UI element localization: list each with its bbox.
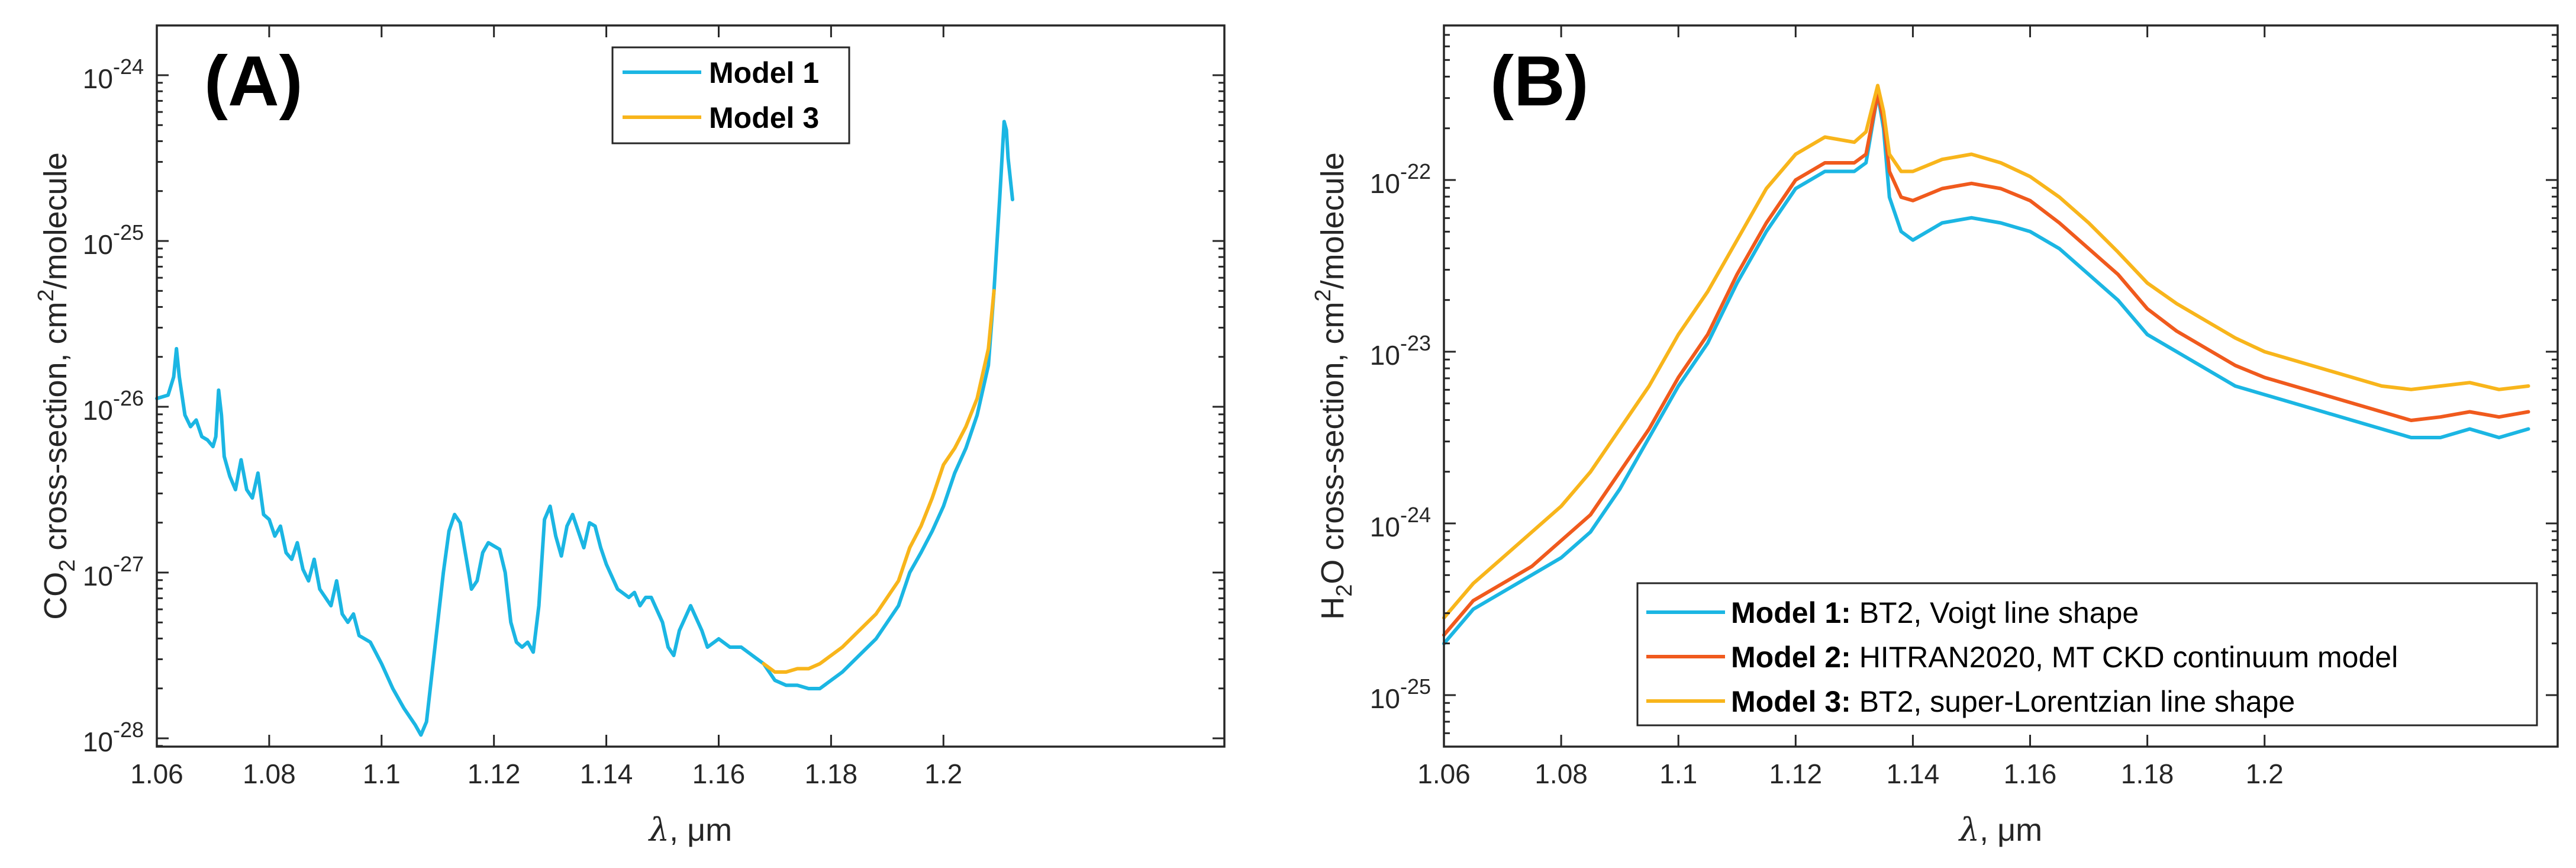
panel-a-y-tick-label: 10-28 — [83, 718, 144, 757]
panel-b-x-tick-label: 1.14 — [1887, 758, 1940, 789]
panel-a-x-axis-label: λ, μm — [648, 811, 732, 848]
panel-a-x-tick-label: 1.12 — [468, 758, 521, 789]
panel-b-series-model-2 — [1442, 92, 2530, 637]
panel-a-x-axis: 1.06 1.08 1.1 1.12 1.14 1.16 1.18 1.2 — [130, 25, 962, 789]
panel-a-x-tick-label: 1.18 — [805, 758, 858, 789]
panel-b-x-tick-label: 1.18 — [2121, 758, 2174, 789]
panel-b-plot-frame — [1443, 24, 2559, 748]
panel-a-legend-label-model-1: Model 1 — [709, 56, 819, 89]
panel-a-series-model-1 — [155, 120, 1014, 737]
panel-a-y-tick-label: 10-27 — [83, 552, 144, 591]
panel-a-y-tick-label: 10-24 — [83, 54, 144, 94]
panel-b-y-axis-label: H2O cross-section, cm2/molecule — [1311, 152, 1357, 619]
panel-b-y-tick-label: 10-24 — [1370, 503, 1431, 542]
panel-b-legend-label-model-3: Model 3: BT2, super-Lorentzian line shap… — [1731, 685, 2295, 718]
panel-a-label: (A) — [204, 41, 303, 121]
panel-a: 1.06 1.08 1.1 1.12 1.14 1.16 1.18 1.2 10-2810-2… — [34, 24, 1226, 848]
panel-b-x-axis: 1.06 1.08 1.1 1.12 1.14 1.16 1.18 1.2 — [1417, 25, 2284, 789]
panel-b-y-tick-label: 10-22 — [1370, 159, 1431, 199]
panel-a-y-tick-label: 10-25 — [83, 220, 144, 260]
panel-b-x-tick-label: 1.08 — [1534, 758, 1588, 789]
panel-a-y-tick-label: 10-26 — [83, 386, 144, 426]
panel-a-x-tick-label: 1.08 — [243, 758, 296, 789]
panel-b-y-tick-label: 10-25 — [1370, 674, 1431, 714]
panel-b-series-model-1 — [1442, 92, 2530, 645]
panel-a-x-tick-label: 1.06 — [130, 758, 183, 789]
panel-b-x-tick-label: 1.1 — [1659, 758, 1697, 789]
panel-a-plot-frame — [156, 24, 1226, 748]
panel-a-x-tick-label: 1.2 — [924, 758, 962, 789]
panel-b-label: (B) — [1490, 41, 1589, 121]
panel-b-series-model-3 — [1442, 83, 2530, 620]
panel-a-legend: Model 1 Model 3 — [611, 46, 850, 144]
panel-b-legend-label-model-2: Model 2: HITRAN2020, MT CKD continuum mo… — [1731, 641, 2398, 674]
panel-b-x-tick-label: 1.12 — [1769, 758, 1823, 789]
panel-b-series — [1442, 83, 2530, 645]
panel-b-y-tick-label: 10-23 — [1370, 331, 1431, 371]
panel-a-y-axis-label: CO2 cross-section, cm2/molecule — [34, 152, 80, 619]
panel-a-y-axis: 10-28 10-27 10-26 10-25 10-24 — [83, 54, 1224, 757]
panel-a-series — [155, 120, 1014, 737]
panel-b-legend-label-model-1: Model 1: BT2, Voigt line shape — [1731, 596, 2139, 629]
panel-b-x-tick-label: 1.2 — [2246, 758, 2284, 789]
panel-a-x-tick-label: 1.1 — [363, 758, 401, 789]
panel-b-x-tick-label: 1.16 — [2004, 758, 2057, 789]
panel-b-legend: Model 1: BT2, Voigt line shape Model 2: … — [1636, 582, 2538, 726]
panel-a-x-tick-label: 1.14 — [580, 758, 633, 789]
panel-a-x-tick-label: 1.16 — [692, 758, 746, 789]
panel-b-legend-box — [1636, 582, 2538, 726]
panel-b-x-tick-label: 1.06 — [1417, 758, 1471, 789]
panel-b: 1.06 1.08 1.1 1.12 1.14 1.16 1.18 1.2 10-2510-2… — [1311, 24, 2559, 848]
panel-b-y-axis: 10-25 10-24 10-23 10-22 — [1370, 34, 2558, 734]
panel-a-series-model-3 — [762, 289, 996, 674]
panel-b-x-axis-label: λ, μm — [1958, 811, 2042, 848]
panel-a-legend-box — [611, 46, 850, 144]
panel-a-legend-label-model-3: Model 3 — [709, 101, 819, 134]
